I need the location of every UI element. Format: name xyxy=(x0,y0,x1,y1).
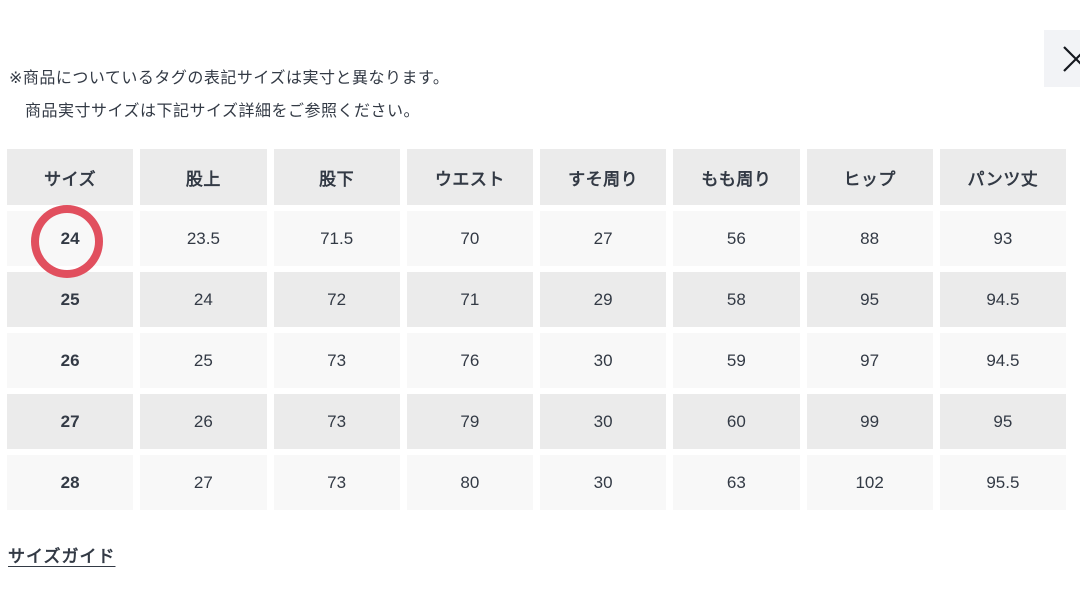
measurement-cell: 80 xyxy=(406,455,533,510)
measurement-cell: 30 xyxy=(540,333,667,388)
measurement-cell: 99 xyxy=(806,394,933,449)
column-header-3: ウエスト xyxy=(406,149,533,205)
size-cell: 27 xyxy=(7,394,134,449)
measurement-cell: 26 xyxy=(140,394,267,449)
measurement-cell: 71.5 xyxy=(273,211,400,266)
size-cell: 25 xyxy=(7,272,134,327)
size-cell: 26 xyxy=(7,333,134,388)
column-header-7: パンツ丈 xyxy=(939,149,1066,205)
measurement-cell: 72 xyxy=(273,272,400,327)
column-header-4: すそ周り xyxy=(540,149,667,205)
measurement-cell: 73 xyxy=(273,333,400,388)
measurement-cell: 95.5 xyxy=(939,455,1066,510)
measurement-cell: 73 xyxy=(273,394,400,449)
measurement-cell: 94.5 xyxy=(939,272,1066,327)
measurement-cell: 23.5 xyxy=(140,211,267,266)
measurement-cell: 102 xyxy=(806,455,933,510)
measurement-cell: 88 xyxy=(806,211,933,266)
size-table-body: 24 23.5 71.5 70 27 56 88 93 25 24 72 71 29 58 95 94.5 26… xyxy=(7,211,1066,510)
measurement-cell: 60 xyxy=(673,394,800,449)
measurement-cell: 24 xyxy=(140,272,267,327)
size-cell: 24 xyxy=(7,211,134,266)
measurement-cell: 97 xyxy=(806,333,933,388)
measurement-cell: 71 xyxy=(406,272,533,327)
size-guide-link[interactable]: サイズガイド xyxy=(8,547,116,566)
measurement-cell: 29 xyxy=(540,272,667,327)
size-notice: ※商品についているタグの表記サイズは実寸と異なります。 商品実寸サイズは下記サイ… xyxy=(9,62,449,128)
column-header-5: もも周り xyxy=(673,149,800,205)
size-table-header: サイズ 股上 股下 ウエスト すそ周り もも周り ヒップ パンツ丈 xyxy=(7,149,1066,205)
close-button[interactable] xyxy=(1044,30,1080,87)
notice-line-2: 商品実寸サイズは下記サイズ詳細をご参照ください。 xyxy=(25,103,421,120)
table-row-size-28: 28 27 73 80 30 63 102 95.5 xyxy=(7,455,1066,510)
measurement-cell: 93 xyxy=(939,211,1066,266)
measurement-cell: 25 xyxy=(140,333,267,388)
column-header-0: サイズ xyxy=(7,149,134,205)
size-cell: 28 xyxy=(7,455,134,510)
measurement-cell: 30 xyxy=(540,455,667,510)
column-header-1: 股上 xyxy=(140,149,267,205)
table-row-size-24: 24 23.5 71.5 70 27 56 88 93 xyxy=(7,211,1066,266)
measurement-cell: 27 xyxy=(540,211,667,266)
measurement-cell: 30 xyxy=(540,394,667,449)
notice-line-1: ※商品についているタグの表記サイズは実寸と異なります。 xyxy=(9,70,450,87)
measurement-cell: 95 xyxy=(939,394,1066,449)
column-header-2: 股下 xyxy=(273,149,400,205)
table-row-size-26: 26 25 73 76 30 59 97 94.5 xyxy=(7,333,1066,388)
measurement-cell: 76 xyxy=(406,333,533,388)
measurement-cell: 94.5 xyxy=(939,333,1066,388)
measurement-cell: 70 xyxy=(406,211,533,266)
measurement-cell: 56 xyxy=(673,211,800,266)
measurement-cell: 27 xyxy=(140,455,267,510)
measurement-cell: 59 xyxy=(673,333,800,388)
header-row: サイズ 股上 股下 ウエスト すそ周り もも周り ヒップ パンツ丈 xyxy=(7,149,1066,205)
measurement-cell: 73 xyxy=(273,455,400,510)
close-icon xyxy=(1061,44,1080,74)
measurement-cell: 58 xyxy=(673,272,800,327)
size-table: サイズ 股上 股下 ウエスト すそ周り もも周り ヒップ パンツ丈 24 23.5 71.5 70 2… xyxy=(0,143,1073,516)
measurement-cell: 79 xyxy=(406,394,533,449)
measurement-cell: 95 xyxy=(806,272,933,327)
table-row-size-25: 25 24 72 71 29 58 95 94.5 xyxy=(7,272,1066,327)
measurement-cell: 63 xyxy=(673,455,800,510)
table-row-size-27: 27 26 73 79 30 60 99 95 xyxy=(7,394,1066,449)
column-header-6: ヒップ xyxy=(806,149,933,205)
